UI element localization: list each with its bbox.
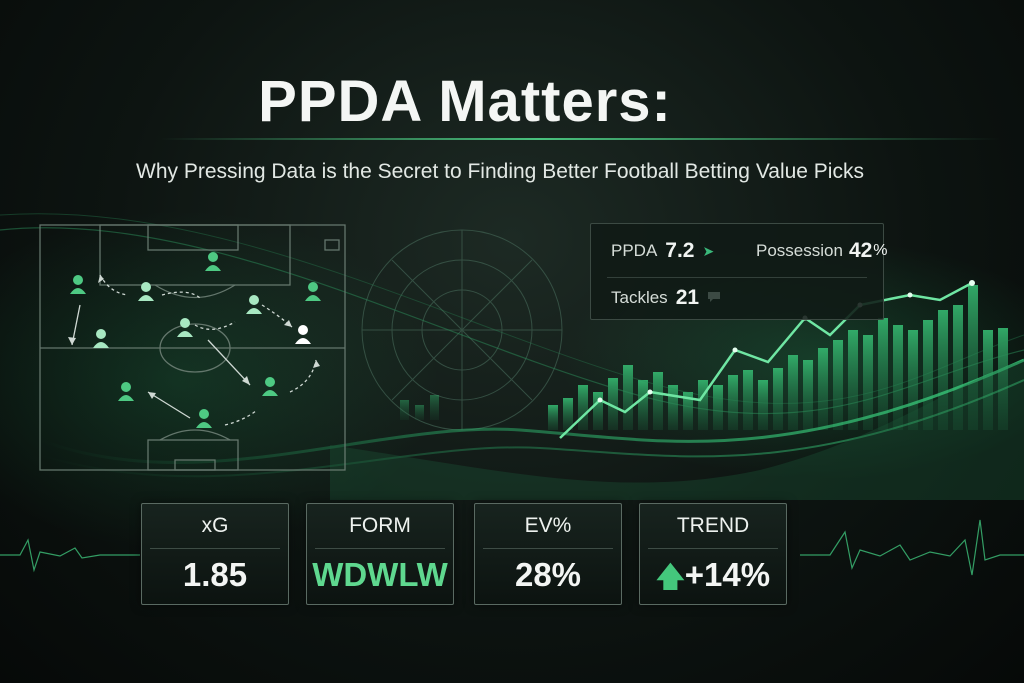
- kpi-divider: [648, 548, 778, 549]
- player-icon: [138, 282, 154, 301]
- player-icon: [205, 252, 221, 271]
- tackles-value: 21: [675, 286, 700, 309]
- player-icon: [246, 295, 262, 314]
- possession-label: Possession: [756, 241, 843, 260]
- page-subtitle: Why Pressing Data is the Secret to Findi…: [136, 160, 864, 183]
- kpi-card-xg: xG 1.85: [141, 503, 289, 605]
- possession-value: 42: [848, 239, 873, 262]
- ppda-stat: PPDA 7.2 ➤: [611, 239, 714, 263]
- pitch-graphic: [39, 224, 346, 471]
- possession-stat: Possession 42%: [756, 239, 888, 263]
- panel-divider: [607, 277, 867, 278]
- kpi-value: WDWLW: [312, 556, 448, 593]
- kpi-divider: [315, 548, 445, 549]
- player-icon: [93, 329, 109, 348]
- kpi-divider: [150, 548, 280, 549]
- player-icon: [305, 282, 321, 301]
- kpi-value: 28%: [514, 556, 582, 593]
- player-icon: [177, 318, 193, 337]
- arrow-up-icon: 🡅: [655, 561, 685, 592]
- kpi-card-ev: EV% 28%: [474, 503, 622, 605]
- player-icon: [118, 382, 134, 401]
- possession-unit: %: [873, 242, 888, 259]
- kpi-value: 1.85: [182, 556, 248, 593]
- kpi-label: EV%: [524, 514, 572, 537]
- kpi-label: xG: [201, 514, 229, 537]
- kpi-card-trend: TREND 🡅+14%: [639, 503, 787, 605]
- pulse-line-graphic: [0, 519, 1024, 576]
- tackles-label: Tackles: [611, 288, 668, 307]
- player-icon: [70, 275, 86, 294]
- stats-panel: PPDA 7.2 ➤ Possession 42% Tackles 21: [590, 223, 888, 320]
- kpi-divider: [483, 548, 613, 549]
- movement-arrows: [71, 274, 317, 426]
- chat-bubble-icon: [707, 290, 721, 306]
- title-underline: [160, 138, 1000, 140]
- player-icon: [295, 325, 311, 344]
- tackles-stat: Tackles 21: [611, 286, 721, 310]
- wave-graphic: [0, 213, 1024, 500]
- radar-graphic: [361, 229, 563, 431]
- kpi-label: TREND: [676, 514, 750, 537]
- kpi-value-row: 🡅+14%: [640, 556, 786, 604]
- ppda-label: PPDA: [611, 241, 658, 260]
- kpi-label: FORM: [349, 514, 411, 537]
- up-arrow-icon: ➤: [702, 242, 715, 259]
- kpi-value: +14%: [684, 556, 771, 593]
- player-icon: [196, 409, 212, 428]
- kpi-card-form: FORM WDWLW: [306, 503, 454, 605]
- page-title: PPDA Matters:: [258, 69, 672, 134]
- player-icon: [262, 377, 278, 396]
- players: [70, 252, 321, 428]
- ppda-value: 7.2: [665, 239, 695, 262]
- bar-graphic: [400, 285, 1008, 430]
